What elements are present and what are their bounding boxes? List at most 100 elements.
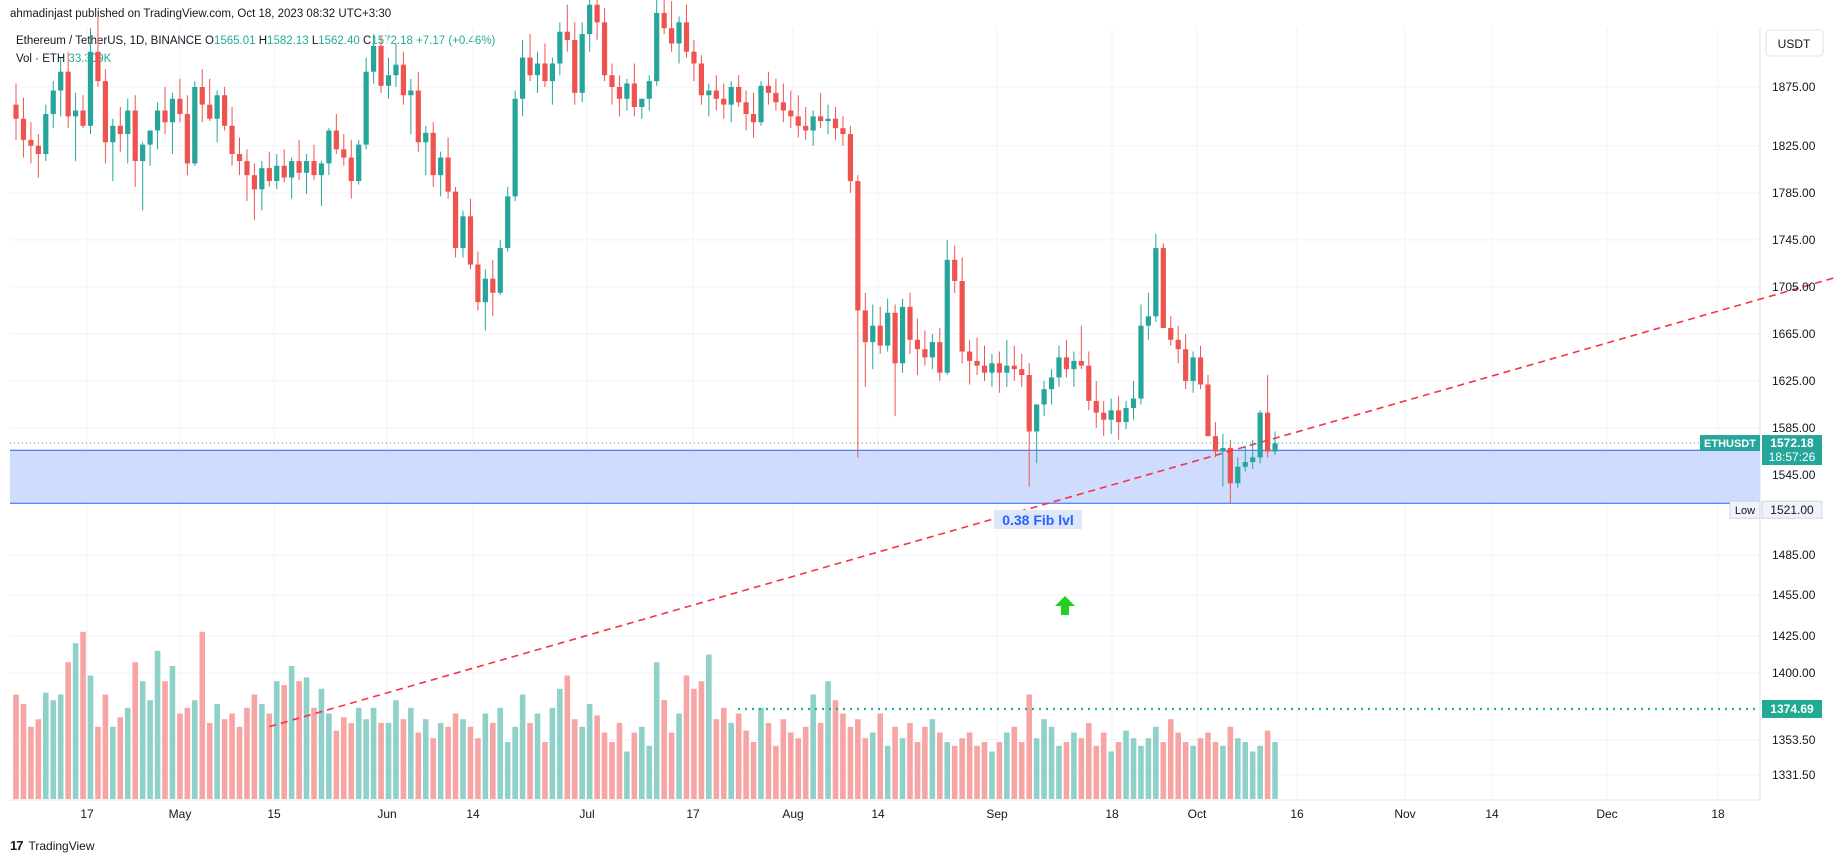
volume-bar: [296, 681, 302, 799]
volume-bar: [862, 738, 869, 799]
candle-body: [683, 22, 690, 52]
candle-body: [847, 134, 853, 182]
volume-bar: [460, 719, 466, 799]
volume-bar: [653, 662, 660, 799]
candle-body: [1212, 436, 1219, 452]
low-label: L: [311, 35, 319, 47]
volume-bar: [959, 738, 965, 799]
volume-bar: [646, 745, 653, 799]
volume-bar: [273, 681, 280, 799]
candle-body: [654, 12, 660, 82]
volume-bar: [1257, 745, 1263, 799]
volume-bar: [1086, 723, 1092, 799]
volume-bar: [311, 707, 317, 799]
volume-bar: [1220, 745, 1226, 799]
time-tick-label: Oct: [1188, 807, 1207, 821]
tradingview-footer[interactable]: 17 TradingView: [10, 838, 95, 853]
volume-level-tag-value: 1374.69: [1770, 702, 1814, 716]
volume-bar: [490, 723, 496, 799]
price-tick-label: 1825.00: [1772, 139, 1816, 153]
volume-bar: [720, 707, 727, 799]
time-tick-label: 18: [1105, 807, 1119, 821]
symbol-ohlc-legend[interactable]: Ethereum / TetherUS, 1D, BINANCE O1565.0…: [16, 35, 495, 47]
candle-body: [274, 165, 280, 182]
candle-body: [430, 132, 436, 176]
candle-body: [937, 342, 943, 373]
time-axis: 17 May 15 Jun 14 Jul 17 Aug 14 Sep 18 Oct 16 Nov 14 Dec…: [80, 807, 1725, 821]
volume-bar: [1249, 751, 1256, 799]
candle-body: [1101, 412, 1107, 420]
volume-bar: [378, 723, 384, 799]
price-tick-label: 1705.00: [1772, 280, 1816, 294]
candle-body: [356, 144, 362, 182]
volume-bar: [452, 713, 459, 799]
volume-bar: [50, 700, 57, 799]
candle-body: [855, 181, 861, 311]
candle-body: [266, 168, 272, 182]
volume-bar: [922, 726, 928, 799]
volume-bar: [326, 713, 332, 799]
tradingview-brand[interactable]: TradingView: [28, 838, 95, 853]
tradingview-logo[interactable]: 17: [10, 838, 24, 853]
volume-bar: [542, 742, 548, 799]
volume-bar: [415, 732, 422, 799]
candle-body: [959, 281, 965, 352]
volume-bar: [147, 700, 153, 799]
candle-body: [594, 4, 600, 23]
price-axis: 1875.00 1825.00 1785.00 1745.00 1705.00 1665.…: [1765, 29, 1824, 782]
candle-body: [452, 191, 459, 249]
candle-body: [371, 45, 377, 72]
candle-body: [639, 98, 645, 107]
volume-bar: [1093, 745, 1100, 799]
price-tick-label: 1400.00: [1772, 666, 1816, 680]
low-price-tag-value: 1521.00: [1770, 503, 1814, 517]
candle-body: [58, 71, 64, 91]
candle-body: [415, 90, 421, 143]
candle-body: [669, 28, 675, 44]
candle-body: [20, 118, 27, 140]
open-label: O: [204, 35, 214, 47]
volume-bar: [661, 700, 667, 799]
volume-bar: [259, 704, 265, 799]
candle-body: [1056, 357, 1062, 378]
support-zone-fill: [10, 450, 1760, 504]
volume-bar: [989, 751, 995, 799]
candle-body: [13, 104, 19, 119]
volume-bar: [1235, 738, 1241, 799]
volume-bar: [631, 732, 638, 799]
candle-body: [102, 81, 108, 143]
time-tick-label: 14: [1485, 807, 1499, 821]
volume-bar: [184, 707, 191, 799]
volume-bar: [281, 685, 287, 799]
volume-bar: [1130, 738, 1137, 799]
candle-body: [892, 312, 898, 364]
volume-bar: [422, 719, 429, 799]
volume-bar: [251, 694, 258, 799]
fib-annotation-box: [994, 510, 1082, 529]
candle-body: [1235, 466, 1241, 484]
candle-body: [229, 125, 235, 155]
time-tick-label: 15: [267, 807, 281, 821]
candle-body: [244, 161, 250, 176]
volume-bar: [951, 745, 958, 799]
volume-bar: [683, 675, 690, 799]
candle-body: [572, 39, 578, 93]
candle-body: [400, 64, 406, 96]
volume-bar: [393, 700, 399, 799]
candle-body: [162, 110, 168, 123]
volume-bar: [117, 717, 124, 799]
volume-bar: [795, 738, 802, 799]
volume-bar: [1108, 751, 1114, 799]
price-tick-label: 1745.00: [1772, 233, 1816, 247]
candle-body: [80, 110, 86, 126]
volume-bar: [639, 726, 645, 799]
candle-body: [1190, 357, 1196, 381]
volume-bar: [549, 707, 556, 799]
volume-bar: [676, 713, 682, 799]
symbol-name[interactable]: Ethereum / TetherUS, 1D, BINANCE: [16, 35, 202, 47]
volume-bar: [869, 732, 876, 799]
volume-bar: [877, 713, 883, 799]
candle-body: [788, 110, 794, 117]
candle-body: [706, 90, 712, 96]
